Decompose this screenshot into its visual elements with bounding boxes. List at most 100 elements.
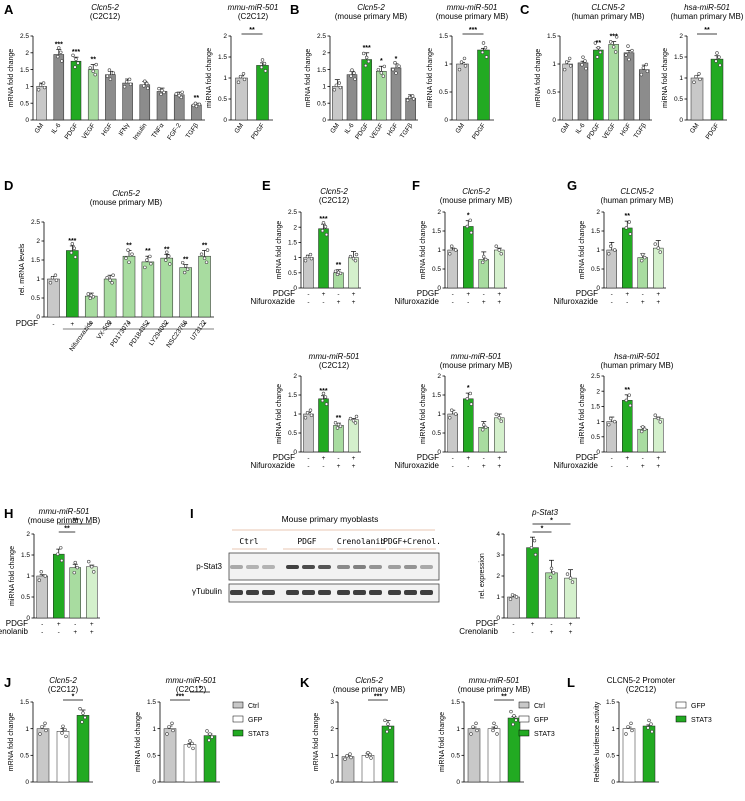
y-axis-label: miRNA fold change [579,384,586,444]
data-point [457,67,462,72]
y-tick-label: 2 [322,50,326,57]
data-point [353,421,358,425]
data-point [111,71,116,75]
chart-subtitle: (mouse primary MB) [90,198,163,207]
treatment-sign: + [70,321,74,328]
data-point [376,67,381,72]
significance-label: *** [374,694,382,701]
chart-subtitle: (human primary MB) [601,196,674,205]
data-point [208,732,212,736]
bar [105,74,116,121]
data-point [38,732,42,736]
chart-l: CLCN5-2 Promoter(C2C12) 0 0.5 1 1.5 Relative … [594,676,676,786]
data-point [335,426,340,430]
pstat3-band [302,565,315,569]
y-tick-label: 0.5 [432,266,441,273]
treatment-sign: + [466,291,470,298]
significance-label: ** [183,257,189,264]
y-axis-label: mRNA fold change [579,221,586,279]
data-point [167,725,171,729]
data-point [562,67,567,72]
chart-title: hsa-miR-501 [684,3,730,12]
data-point [60,59,64,63]
data-point [343,757,347,761]
data-point [60,731,64,735]
treatment-sign: - [41,621,43,628]
data-point [454,412,458,416]
significance-label: ** [126,243,132,250]
treatment-sign: + [569,621,573,628]
data-point [495,732,499,736]
y-tick-label: 1 [437,411,441,418]
legend-j: Ctrl GFP STAT3 [232,701,269,738]
data-point [159,92,163,96]
bar [36,86,47,121]
y-tick-label: 1 [596,247,600,254]
significance-label: ** [145,248,151,255]
bar [710,58,724,121]
treatment-sign: + [641,463,645,470]
data-point [613,248,617,252]
data-point [649,722,653,726]
treatment-sign: - [512,629,514,636]
treatment-sign: + [90,621,94,628]
data-point [73,65,77,69]
bar [390,67,402,121]
chart-subtitle: (C2C12) [319,361,350,370]
bar [122,255,136,318]
bar [642,725,656,783]
y-tick-label: 2 [496,573,500,580]
y-tick-label: 1.5 [432,392,441,399]
treatment-sign: - [626,299,628,306]
chart-j1: Clcn5-2(C2C12) 0 0.5 1 1.5 mRNA fold change * [8,676,93,786]
y-axis-label: miRNA fold change [420,384,427,444]
treatment-sign: + [497,455,501,462]
treatment-label: PDGF [16,319,38,328]
legend-label: Ctrl [534,703,545,710]
bar [179,267,192,318]
y-tick-label: 0 [330,779,334,786]
bar [183,744,197,783]
treatment-sign: - [642,455,644,462]
tubulin-band [369,590,382,595]
data-point [205,729,209,733]
data-point [361,51,366,56]
y-tick-label: 0.5 [674,96,683,103]
data-point [107,68,112,72]
data-point [142,84,146,88]
panel-letter-f: F [412,178,420,193]
significance-label: *** [363,45,371,52]
y-tick-label: 2.5 [20,33,29,40]
pstat3-band [369,565,382,569]
x-tick-label: GM [329,122,341,135]
data-point [50,276,55,280]
x-tick-label: GM [560,122,572,135]
y-axis-label: mRNA fold change [8,713,15,771]
data-point [469,230,473,235]
pstat3-band [230,565,243,569]
bar [477,49,490,121]
data-point [626,725,630,729]
chart-c1: CLCN5-2(human primary MB) 0 0.5 1 1.5 mRNA fo… [535,3,652,141]
treatment-label: PDGF [273,453,295,462]
data-point [350,68,354,72]
y-tick-label: 1.5 [606,699,615,706]
bar [53,553,65,619]
data-point [57,46,61,50]
chart-subtitle: (mouse primary MB) [458,685,531,694]
y-tick-label: 1 [444,61,448,68]
blot-bands [230,565,433,595]
data-point [73,560,77,565]
data-point [352,71,356,75]
data-point [174,92,178,96]
significance-label: ** [625,387,631,394]
data-point [64,734,68,739]
data-point [303,416,308,420]
y-tick-label: 2 [437,373,441,380]
data-point [349,755,353,760]
data-point [333,421,338,425]
chart-subtitle: (mouse primary MB) [440,361,513,370]
y-tick-label: 0 [596,449,600,456]
y-axis-label: mRNA fold change [8,49,15,107]
data-point [450,408,454,412]
